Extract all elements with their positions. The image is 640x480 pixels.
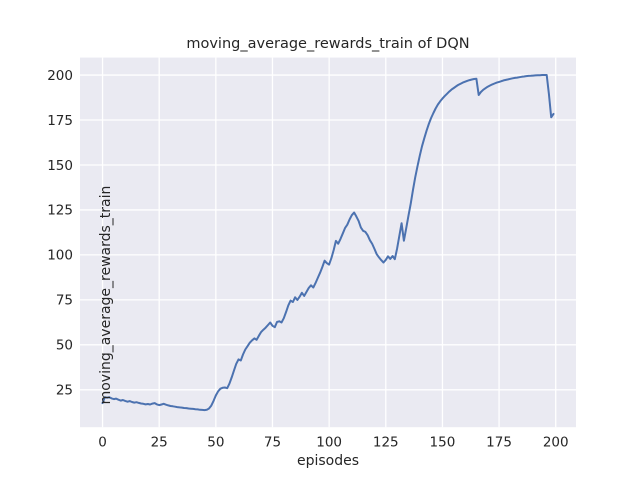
y-tick-label: 50 — [56, 338, 73, 354]
x-tick-label: 125 — [373, 435, 399, 451]
x-tick-label: 100 — [316, 435, 342, 451]
chart-title: moving_average_rewards_train of DQN — [186, 36, 470, 52]
y-tick-label: 125 — [47, 203, 73, 219]
y-tick-label: 150 — [47, 158, 73, 174]
y-axis-label-wrap: moving_average_rewards_train — [0, 0, 114, 480]
x-tick-label: 150 — [430, 435, 456, 451]
series-line — [101, 74, 555, 412]
x-tick-label: 75 — [264, 435, 281, 451]
y-tick-label: 200 — [47, 68, 73, 84]
y-axis-label: moving_average_rewards_train — [98, 185, 114, 405]
axes-background — [80, 57, 576, 428]
x-tick-label: 25 — [151, 435, 168, 451]
y-tick-label: 75 — [56, 293, 73, 309]
x-tick-label: 200 — [543, 435, 569, 451]
y-tick-label: 100 — [47, 248, 73, 264]
y-tick-label: 25 — [56, 383, 73, 399]
x-tick-label: 175 — [486, 435, 512, 451]
x-tick-label: 50 — [207, 435, 224, 451]
y-tick-label: 175 — [47, 113, 73, 129]
x-tick-label: 0 — [98, 435, 107, 451]
x-axis-label: episodes — [296, 453, 360, 469]
